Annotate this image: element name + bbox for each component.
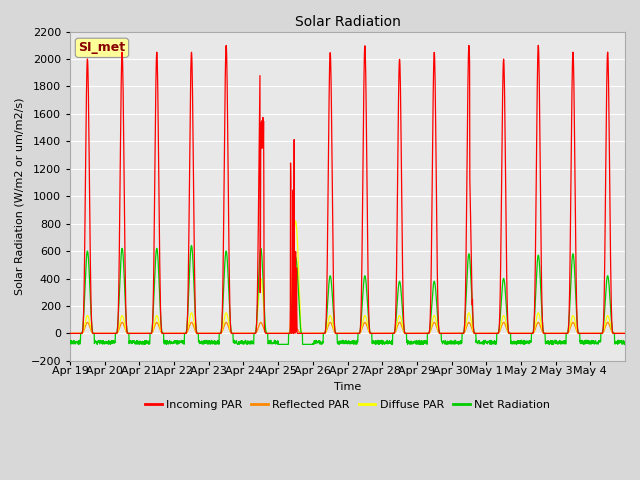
Y-axis label: Solar Radiation (W/m2 or um/m2/s): Solar Radiation (W/m2 or um/m2/s) <box>15 97 25 295</box>
Legend: Incoming PAR, Reflected PAR, Diffuse PAR, Net Radiation: Incoming PAR, Reflected PAR, Diffuse PAR… <box>140 396 555 415</box>
Title: Solar Radiation: Solar Radiation <box>294 15 401 29</box>
Text: SI_met: SI_met <box>79 41 125 54</box>
X-axis label: Time: Time <box>334 382 361 392</box>
